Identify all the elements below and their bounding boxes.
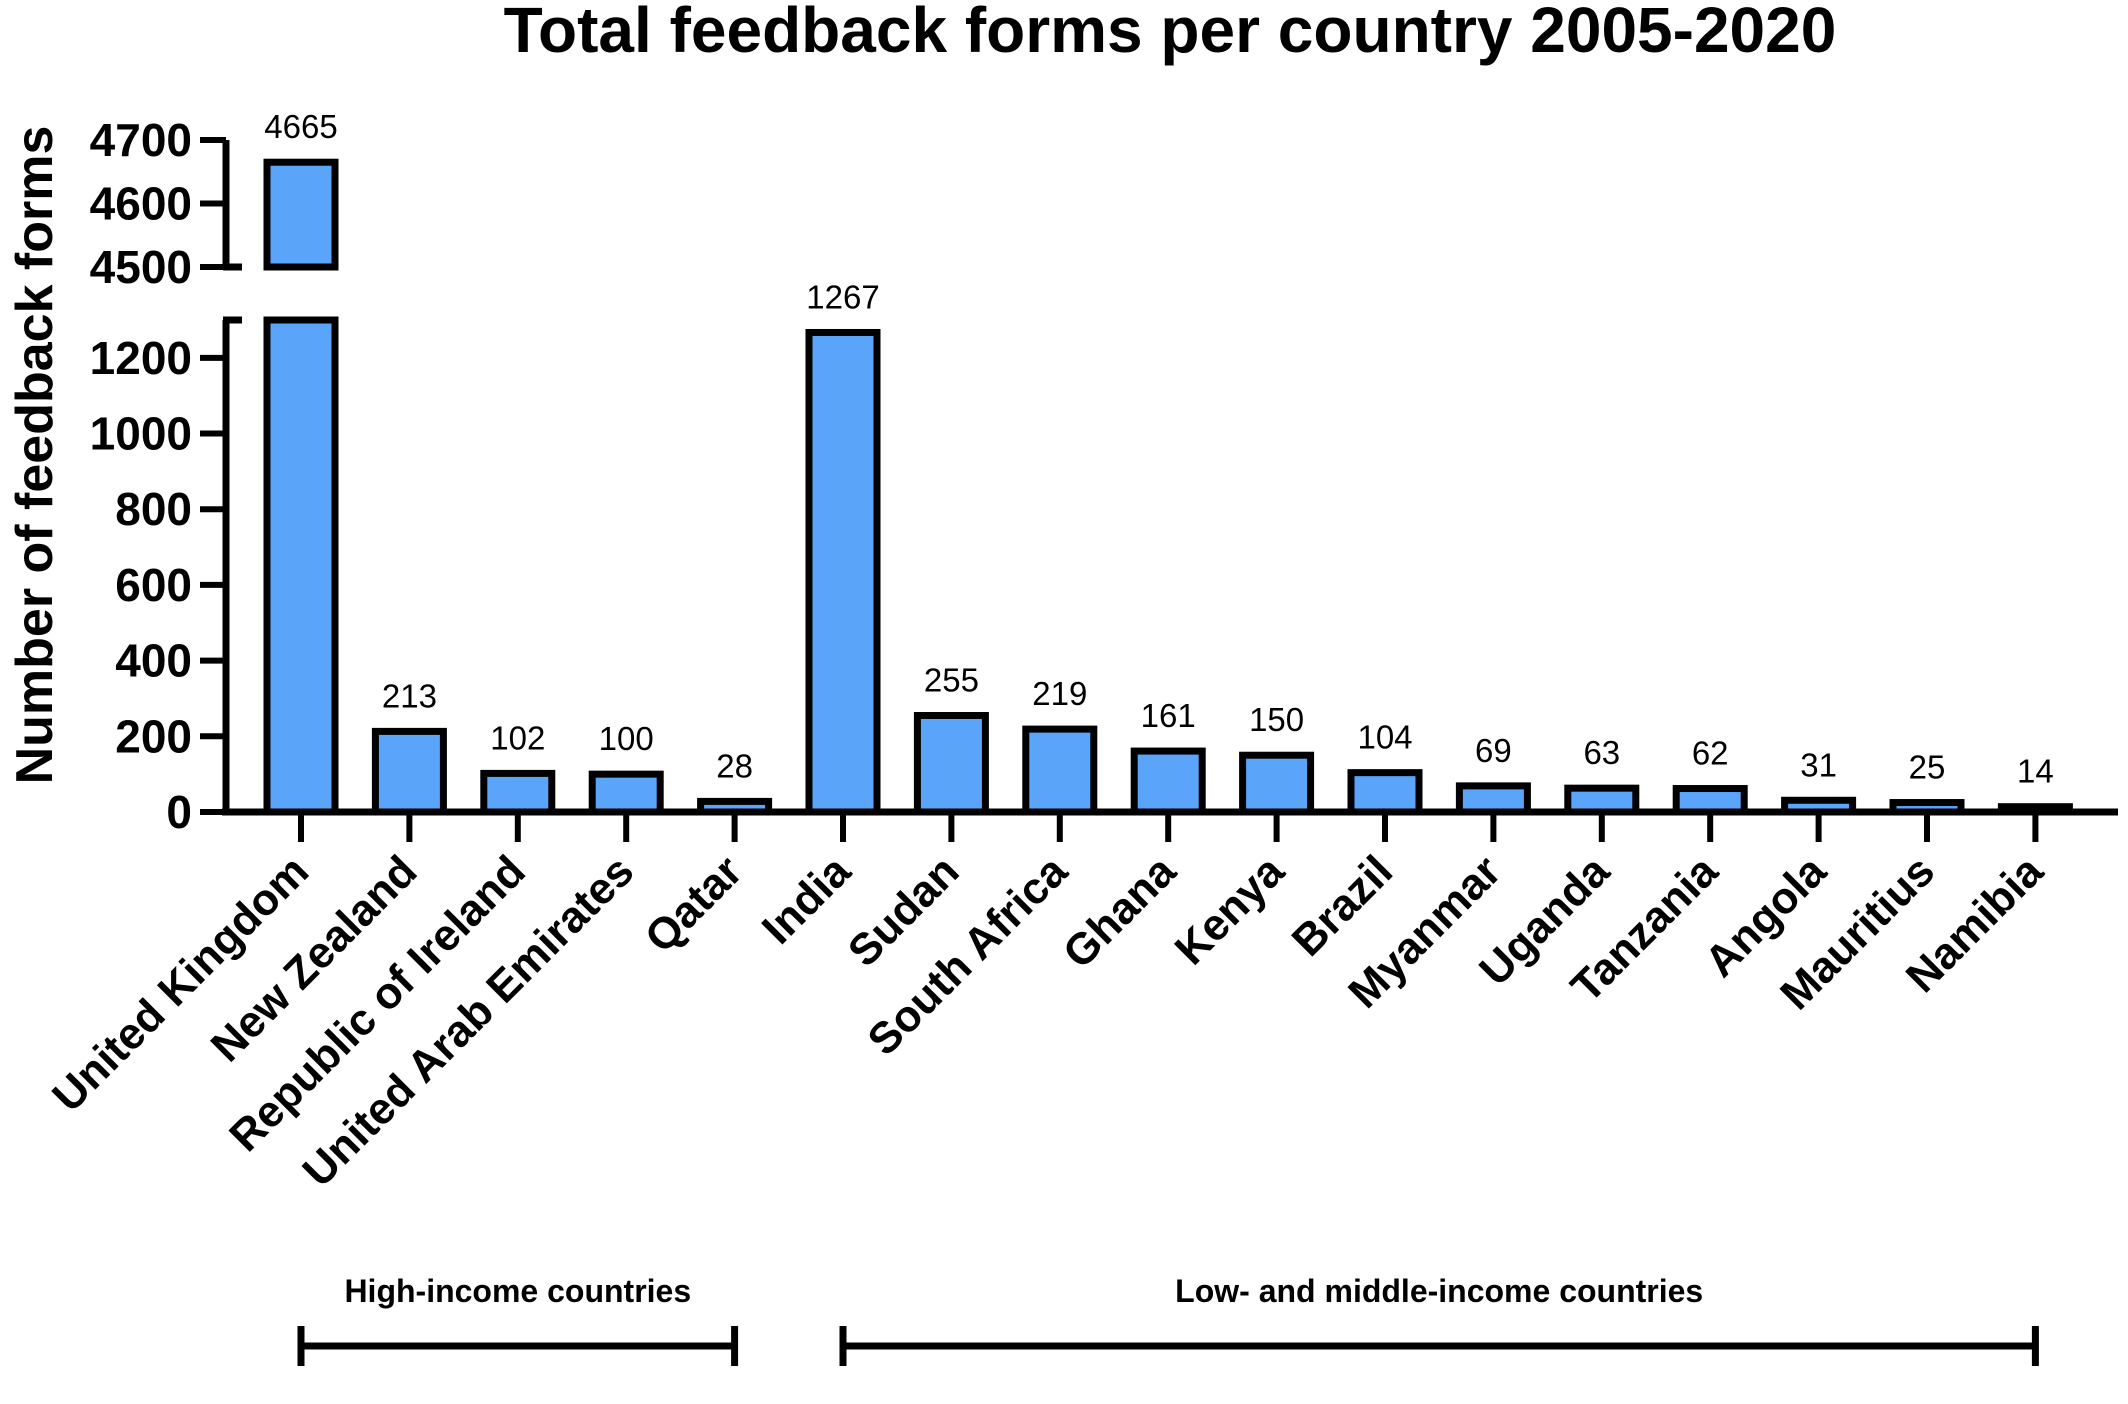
bar (263, 316, 339, 816)
y-tick-label: 1200 (90, 332, 192, 384)
data-label: 62 (1692, 735, 1729, 772)
data-label: 4665 (264, 108, 337, 145)
y-tick-label: 600 (115, 559, 192, 611)
data-label: 28 (716, 747, 753, 784)
bar (805, 328, 881, 816)
data-label: 102 (490, 719, 545, 756)
data-label: 63 (1583, 734, 1620, 771)
data-label: 213 (382, 677, 437, 714)
data-label: 255 (924, 661, 979, 698)
data-label: 31 (1800, 746, 1837, 783)
bar (1130, 747, 1206, 816)
data-label: 104 (1357, 719, 1412, 756)
data-label: 150 (1249, 701, 1304, 738)
bar-upper-segment (263, 158, 339, 271)
bar (480, 769, 556, 816)
income-groups: High-income countries Low- and middle-inc… (297, 1273, 2039, 1366)
data-label: 161 (1141, 697, 1196, 734)
data-label: 219 (1032, 675, 1087, 712)
bar (1781, 796, 1857, 816)
data-label: 69 (1475, 732, 1512, 769)
bar (1455, 782, 1531, 816)
bar (697, 797, 773, 816)
x-tick-label: Ghana (1054, 846, 1186, 978)
data-labels: 4665 213 102 100 28 1267 255 219 161 150 104 69 63 62… (264, 108, 2053, 789)
chart-title: Total feedback forms per country 2005-20… (504, 0, 1837, 66)
y-axis-label: Number of feedback forms (6, 126, 64, 785)
bar (1997, 803, 2073, 816)
x-tick-label: Kenya (1166, 846, 1294, 974)
data-label: 25 (1909, 749, 1946, 786)
bar (371, 727, 447, 816)
y-tick-label: 0 (166, 786, 192, 838)
y-tick-label: 4700 (90, 114, 192, 166)
y-tick-label: 4600 (90, 178, 192, 230)
bar (1889, 799, 1965, 816)
bar (1347, 769, 1423, 816)
bar (1564, 784, 1640, 816)
data-label: 14 (2017, 753, 2054, 790)
bars (261, 158, 2073, 816)
y-tick-label: 800 (115, 483, 192, 535)
bar (1672, 785, 1748, 816)
y-tick-label: 4500 (90, 241, 192, 293)
x-tick-label: Qatar (636, 846, 752, 962)
group-label: Low- and middle-income countries (1175, 1273, 1703, 1309)
bar (1022, 725, 1098, 816)
data-label: 100 (599, 720, 654, 757)
y-tick-label: 200 (115, 710, 192, 762)
bar (1239, 751, 1315, 816)
y-tick-label: 1000 (90, 408, 192, 460)
group-label: High-income countries (344, 1273, 691, 1309)
bar (913, 711, 989, 816)
data-label: 1267 (806, 278, 879, 315)
bar (588, 770, 664, 816)
bar-break-gap (261, 271, 341, 316)
y-tick-label: 400 (115, 635, 192, 687)
